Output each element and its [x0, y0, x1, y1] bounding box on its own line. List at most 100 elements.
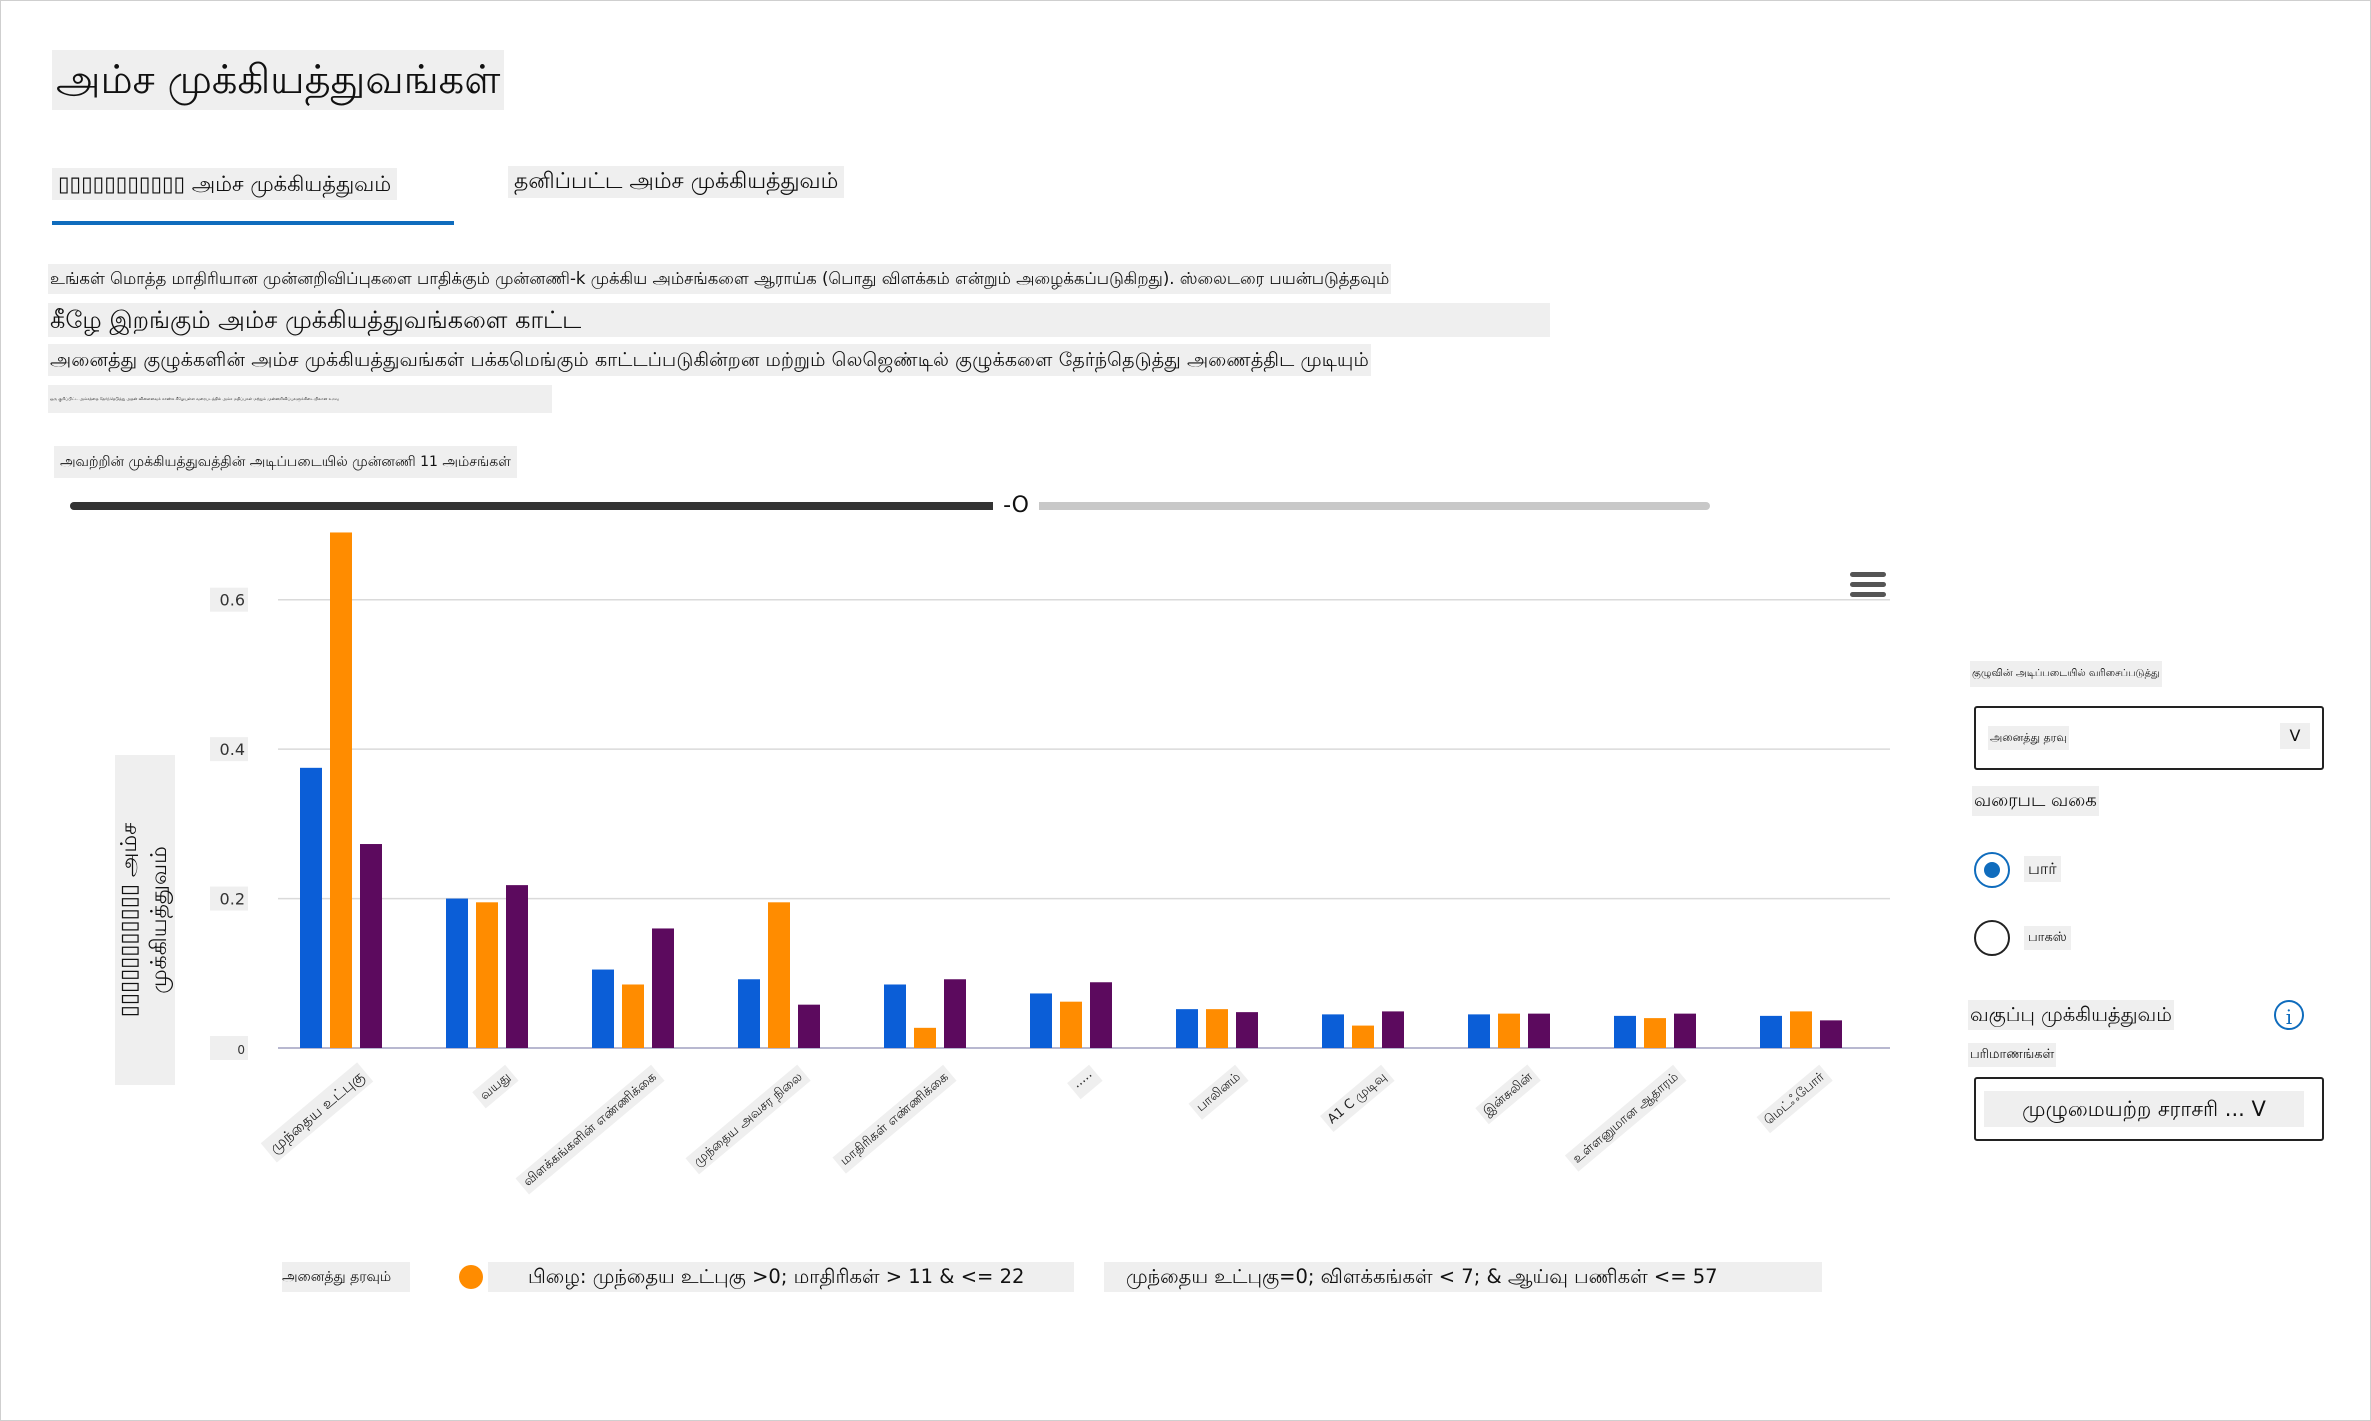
- chevron-down-icon: V: [2280, 723, 2310, 749]
- y-tick-label: 0: [237, 1043, 245, 1057]
- description-line-3: அனைத்து குழுக்களின் அம்ச முக்கியத்துவங்க…: [48, 344, 1371, 376]
- bar: [1614, 1015, 1636, 1048]
- y-tick-background: [210, 886, 248, 911]
- bar: [506, 885, 528, 1048]
- info-icon[interactable]: i: [2274, 1000, 2304, 1030]
- x-tick-label-background: [1319, 1064, 1395, 1133]
- radio-bar-label: பார்: [2024, 856, 2061, 882]
- x-tick-label-background: [1188, 1064, 1249, 1120]
- x-tick-label-group: முந்தைய உட்புகு: [260, 1062, 374, 1163]
- x-tick-label: முந்தைய அவசர நிலை: [691, 1069, 806, 1169]
- bar: [1498, 1013, 1520, 1048]
- cohort-dropdown-value: அனைத்து தரவு: [1988, 726, 2069, 750]
- bar: [652, 928, 674, 1048]
- slider-fill: [70, 502, 1017, 510]
- cohort-sort-label: குழுவின் அடிப்படையில் வரிசைப்படுத்து: [1970, 661, 2162, 687]
- x-tick-label-group: மெட்ஃபோர்: [1756, 1064, 1833, 1134]
- radio-box-label: பாகஸ்: [2024, 926, 2071, 950]
- x-tick-label: பாலினம்: [1193, 1070, 1243, 1115]
- x-tick-label-group: இன்சுலின்: [1475, 1064, 1541, 1125]
- x-tick-label-background: [1756, 1064, 1833, 1134]
- x-tick-label: மெட்ஃபோர்: [1762, 1069, 1828, 1128]
- bar: [1760, 1015, 1782, 1048]
- x-tick-label-background: [260, 1062, 374, 1163]
- x-tick-label-background: [515, 1064, 665, 1195]
- tab-aggregate-feature-importance[interactable]: ▯▯▯▯▯▯▯▯▯▯▯ அம்ச முக்கியத்துவம்: [52, 168, 398, 200]
- bar: [330, 532, 352, 1048]
- radio-box[interactable]: [1974, 920, 2010, 956]
- bar: [884, 984, 906, 1048]
- class-importance-label: வகுப்பு முக்கியத்துவம்: [1968, 1000, 2174, 1030]
- legend-marker-icon: [459, 1265, 483, 1289]
- cohort-dropdown[interactable]: அனைத்து தரவு V: [1974, 706, 2324, 770]
- bar: [738, 979, 760, 1048]
- bar: [1644, 1018, 1666, 1048]
- x-tick-label-background: [832, 1064, 957, 1174]
- x-tick-label: A1 C முடிவு: [1325, 1070, 1390, 1128]
- legend-item-cohort-1[interactable]: பிழை: முந்தைய உட்புகு >0; மாதிரிகள் > 11…: [488, 1262, 1074, 1292]
- aggregation-dropdown-value: முழுமையற்ற சராசரி ... V: [1984, 1091, 2304, 1127]
- bar: [1352, 1025, 1374, 1048]
- y-tick-background: [210, 1036, 248, 1060]
- y-tick-label: 0.6: [220, 591, 245, 610]
- bar: [1322, 1014, 1344, 1048]
- bar: [592, 969, 614, 1048]
- bar: [768, 902, 790, 1048]
- description-line-2: கீழே இறங்கும் அம்ச முக்கியத்துவங்களை காட…: [48, 303, 1550, 337]
- y-tick-background: [210, 587, 248, 612]
- bar: [1468, 1014, 1490, 1048]
- y-tick-label: 0.4: [220, 740, 245, 759]
- bar: [1090, 982, 1112, 1048]
- page-title: அம்ச முக்கியத்துவங்கள்: [52, 50, 505, 110]
- bar: [1790, 1011, 1812, 1048]
- x-tick-label-background: [685, 1064, 811, 1175]
- x-tick-label: இன்சுலின்: [1480, 1069, 1536, 1119]
- slider-thumb[interactable]: -O: [993, 488, 1039, 524]
- x-tick-label-group: விளக்கங்களின் எண்ணிக்கை: [515, 1064, 665, 1195]
- x-tick-label: உள்ளனுமான ஆதாரம்: [1570, 1070, 1682, 1167]
- bar: [914, 1027, 936, 1048]
- selected-tab-underline: [52, 221, 454, 225]
- x-tick-label-background: [1475, 1064, 1541, 1125]
- bar: [1674, 1013, 1696, 1048]
- bar: [944, 979, 966, 1048]
- x-tick-label-background: [1067, 1064, 1103, 1100]
- dimensions-label: பரிமாணங்கள்: [1968, 1043, 2057, 1067]
- bar: [1030, 993, 1052, 1048]
- description-line-4: ஒரு குறிப்பிட்ட அம்சத்தை தேர்ந்தெடுத்து …: [48, 385, 552, 413]
- bar: [476, 902, 498, 1048]
- x-tick-label: விளக்கங்களின் எண்ணிக்கை: [521, 1070, 660, 1190]
- bar: [300, 767, 322, 1048]
- bar: [1382, 1011, 1404, 1048]
- legend-item-cohort-2[interactable]: முந்தைய உட்புகு=0; விளக்கங்கள் < 7; & ஆய…: [1104, 1262, 1822, 1292]
- y-tick-label: 0.2: [220, 890, 245, 909]
- bar: [1528, 1013, 1550, 1048]
- bar: [360, 844, 382, 1048]
- slider-label: அவற்றின் முக்கியத்துவத்தின் அடிப்படையில்…: [54, 446, 517, 478]
- bar: [1236, 1012, 1258, 1048]
- y-axis-title: ▯▯▯▯▯▯▯▯▯▯▯ அம்ச முக்கியத்துவம்: [115, 755, 175, 1085]
- radio-bar[interactable]: [1974, 852, 2010, 888]
- x-tick-label-group: ·····: [1067, 1064, 1103, 1100]
- legend-item-all-data[interactable]: அனைத்து தரவும்: [282, 1262, 410, 1292]
- x-tick-label: மாதிரிகள் எண்ணிக்கை: [837, 1070, 951, 1169]
- chart-type-label: வரைபட வகை: [1972, 786, 2099, 816]
- x-tick-label-group: உள்ளனுமான ஆதாரம்: [1564, 1064, 1687, 1172]
- bar: [1820, 1020, 1842, 1048]
- x-tick-label-group: மாதிரிகள் எண்ணிக்கை: [832, 1064, 957, 1174]
- bar: [1060, 1001, 1082, 1048]
- bar: [798, 1004, 820, 1048]
- x-tick-label-group: A1 C முடிவு: [1319, 1064, 1395, 1133]
- bar: [446, 898, 468, 1048]
- aggregation-dropdown[interactable]: முழுமையற்ற சராசரி ... V: [1974, 1077, 2324, 1141]
- x-tick-label-group: வயது: [472, 1064, 519, 1109]
- x-tick-label-group: முந்தைய அவசர நிலை: [685, 1064, 811, 1175]
- tab-individual-feature-importance[interactable]: தனிப்பட்ட அம்ச முக்கியத்துவம்: [508, 166, 845, 198]
- y-tick-background: [210, 737, 248, 762]
- bar: [1176, 1009, 1198, 1048]
- x-tick-label-background: [472, 1064, 519, 1109]
- x-tick-label: முந்தைய உட்புகு: [266, 1067, 368, 1157]
- x-tick-label-group: பாலினம்: [1188, 1064, 1249, 1120]
- hamburger-menu-icon[interactable]: [1850, 572, 1886, 602]
